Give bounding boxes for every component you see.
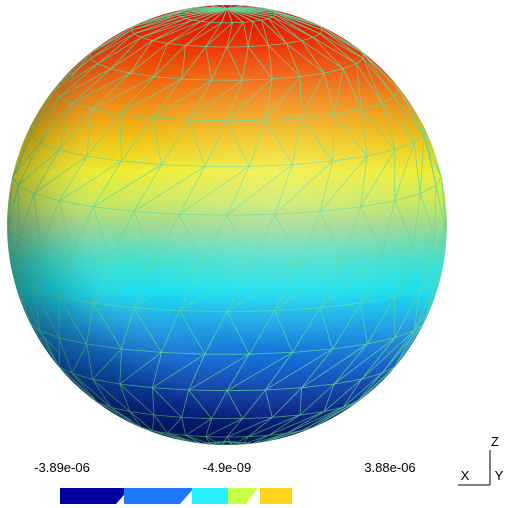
- colorbar-segment-2: [124, 488, 194, 504]
- colorbar-max-label: 3.88e-06: [364, 460, 415, 475]
- sphere-shading: [7, 5, 447, 445]
- colorbar-mid-label: -4.9e-09: [203, 460, 251, 475]
- sphere-mesh: [7, 5, 447, 445]
- colorbar-segment-4: [228, 488, 258, 504]
- axes-triad: Z X Y: [458, 434, 504, 486]
- colorbar: [60, 488, 292, 504]
- x-axis-label: X: [461, 468, 470, 483]
- colorbar-segment-5: [260, 488, 292, 504]
- z-axis-label: Z: [491, 434, 499, 449]
- y-axis-label: Y: [495, 468, 504, 483]
- colorbar-segment-1: [60, 488, 130, 504]
- colorbar-min-label: -3.89e-06: [34, 460, 90, 475]
